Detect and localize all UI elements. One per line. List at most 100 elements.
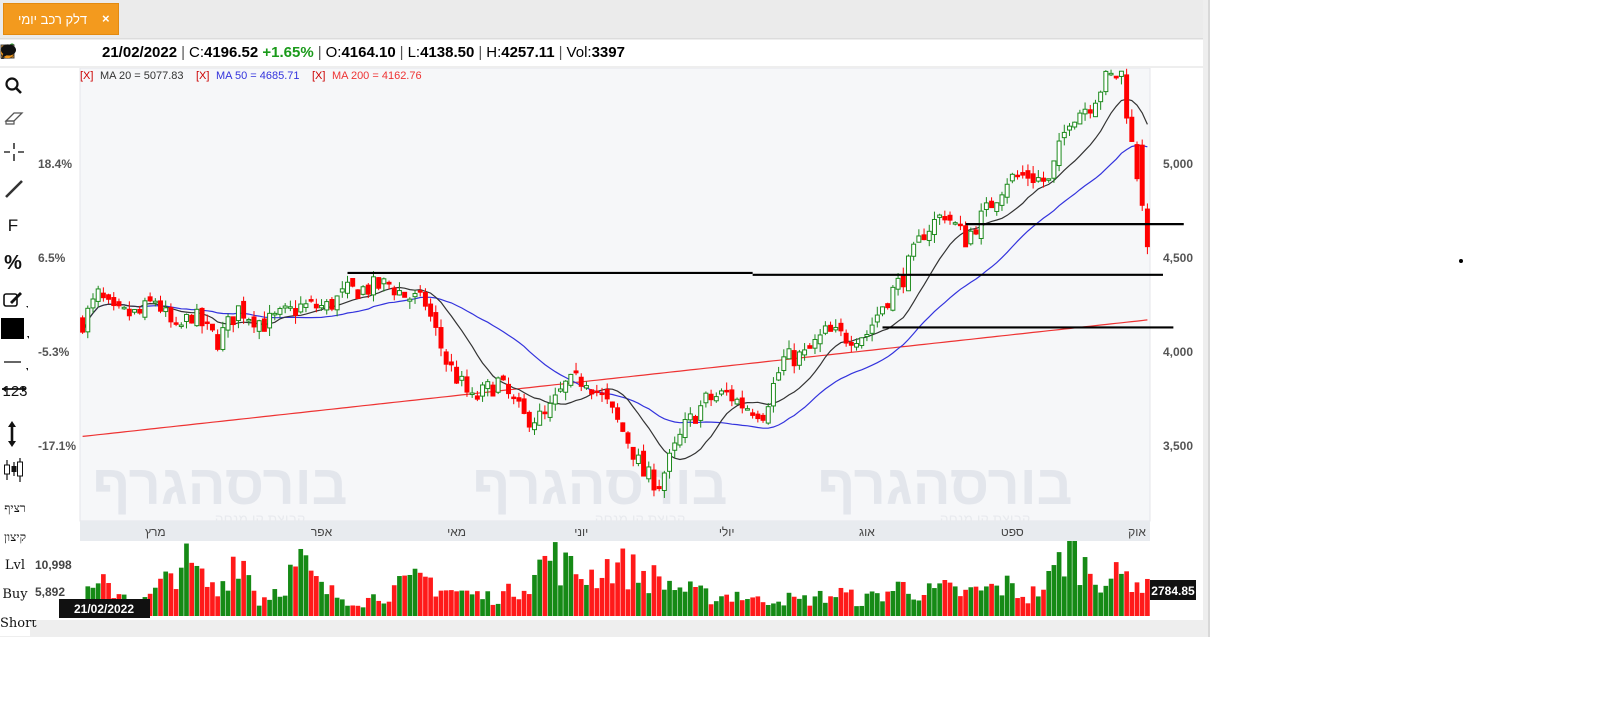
volume-bar	[542, 555, 548, 616]
candle-body	[682, 419, 688, 439]
volume-bar	[163, 571, 169, 616]
x-box-icon[interactable]	[0, 43, 47, 59]
candle-body	[796, 351, 802, 366]
numbers-tool[interactable]: 123	[0, 384, 30, 399]
volume-bar	[890, 591, 896, 616]
volume-bar	[1145, 578, 1150, 616]
candle-body	[734, 398, 740, 405]
candle-body	[786, 348, 792, 360]
high-label: H:	[486, 44, 502, 61]
volume-bar	[984, 586, 989, 616]
candle-body	[1118, 70, 1124, 77]
volume-bar	[1093, 584, 1098, 616]
volume-bar	[750, 597, 755, 616]
extreme-tool[interactable]: קיצון	[4, 530, 26, 544]
volume-bar	[230, 556, 236, 616]
plot-background	[79, 68, 1151, 522]
candle-body	[687, 413, 693, 421]
candle-body	[890, 286, 896, 311]
lvl-tool[interactable]: Lvl	[4, 558, 26, 573]
candle-body	[220, 327, 226, 350]
buy-tool[interactable]: Buy	[2, 587, 28, 602]
volume-bar	[220, 581, 226, 616]
candle-body	[339, 288, 345, 293]
candle-body	[854, 343, 860, 348]
candle-body	[152, 300, 158, 304]
candle-body	[526, 411, 532, 428]
volume-bar	[475, 591, 480, 616]
candle-body	[1108, 72, 1114, 76]
cursor-date-badge	[59, 599, 150, 618]
candle-body	[719, 390, 724, 395]
candle-body	[989, 200, 995, 209]
volume-bar	[178, 567, 184, 616]
candle-body	[1124, 74, 1130, 119]
month-label-6: ספט	[1001, 525, 1024, 539]
info-icons: R	[0, 43, 95, 61]
volume-tick-0: 10,998	[35, 558, 72, 572]
open-value: 4164.10	[341, 44, 396, 61]
volume-bar	[521, 590, 527, 616]
candle-body	[630, 446, 636, 460]
volume-bar	[334, 597, 340, 616]
candle-body	[708, 393, 714, 401]
candle-body	[765, 406, 771, 424]
volume-bar	[282, 595, 288, 616]
volume-bar	[932, 588, 937, 616]
volume-bar	[828, 596, 833, 616]
candle-body	[1015, 174, 1021, 178]
volume-bar	[189, 562, 195, 616]
candle-body	[807, 345, 813, 349]
continuous-tool[interactable]: רציף	[4, 501, 26, 515]
candle-body	[921, 234, 927, 241]
volume-bar	[194, 565, 200, 616]
volume-bar	[900, 581, 906, 616]
ohlc-values: 21/02/2022 | C:4196.52 +1.65% | O:4164.10 | L:…	[102, 44, 625, 61]
watermark-logo-2: בורסהגרף	[818, 453, 1073, 516]
volume-bar	[339, 599, 345, 616]
time-axis-band	[80, 521, 1150, 541]
volume-bar	[204, 586, 210, 616]
candle-body	[147, 296, 153, 302]
share-icon[interactable]	[0, 43, 31, 59]
candle-body	[874, 314, 880, 323]
candle-body	[334, 295, 340, 311]
candle-body	[859, 337, 865, 347]
volume-bar	[210, 582, 215, 616]
candle-body	[812, 339, 818, 349]
candle-body	[1144, 208, 1150, 248]
volume-bar	[526, 594, 532, 616]
short-tool[interactable]: Short	[0, 616, 37, 631]
volume-bar	[298, 548, 304, 616]
chat-icon[interactable]	[1, 43, 95, 59]
candle-body	[132, 309, 138, 313]
candle-body	[895, 277, 901, 290]
volume-bar	[350, 605, 356, 616]
candle-body	[391, 287, 397, 296]
volume-bar	[469, 594, 475, 616]
candle-body	[106, 294, 112, 300]
volume-bar	[599, 577, 605, 616]
candle-body	[1092, 102, 1098, 118]
candle-body	[261, 318, 267, 332]
tab-close-button[interactable]: ×	[102, 11, 110, 26]
r-circle-icon[interactable]: R	[0, 43, 63, 59]
candle-body	[672, 442, 678, 451]
volume-bar	[376, 600, 382, 616]
volume-bar	[407, 574, 413, 616]
candle-body	[303, 303, 309, 308]
candle-body	[407, 298, 413, 302]
candle-body	[137, 308, 143, 314]
candle-body	[1077, 112, 1083, 125]
candle-body	[1030, 173, 1036, 184]
candle-body	[952, 222, 958, 225]
candle-body	[386, 281, 392, 285]
volume-tick-1: 5,892	[35, 585, 65, 599]
legend-close-0: [X]	[80, 70, 93, 82]
volume-bar	[968, 587, 974, 616]
target-icon[interactable]	[0, 43, 79, 59]
chart-tab[interactable]: × דלק רכב יומי	[3, 3, 119, 35]
open-label: O:	[325, 44, 342, 61]
candle-body	[750, 412, 756, 416]
